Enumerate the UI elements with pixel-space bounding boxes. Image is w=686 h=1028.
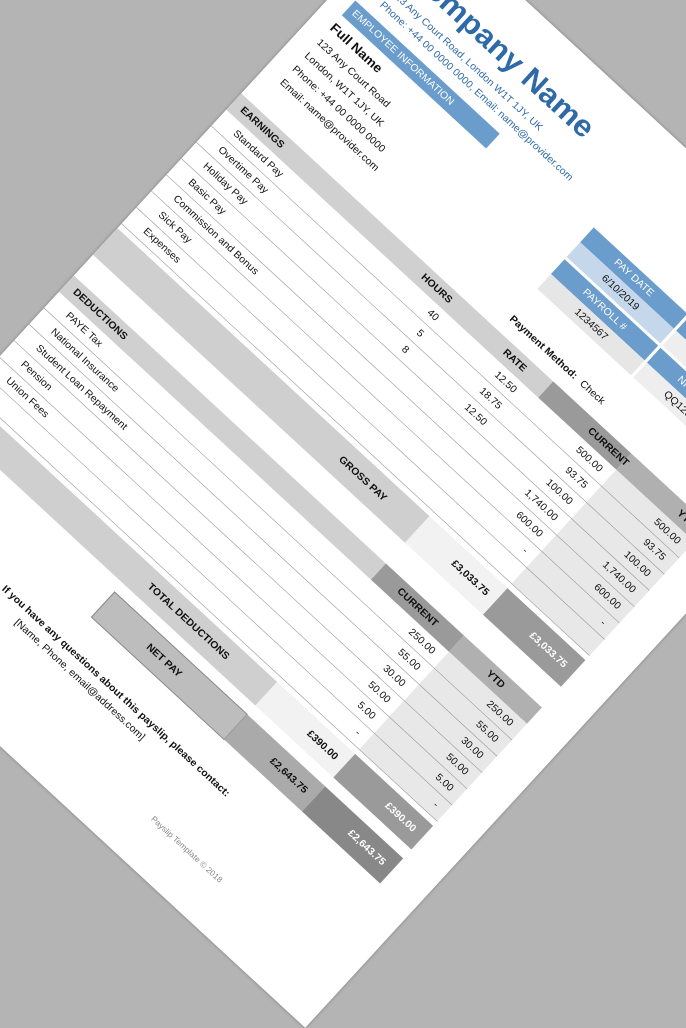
- row-line: [151, 190, 620, 624]
- cell-text: 100.00: [543, 477, 574, 507]
- cell-text: 55.00: [395, 647, 422, 673]
- cell-text: -: [431, 800, 441, 810]
- header-cell: [646, 347, 686, 449]
- cell-text: 600.00: [514, 510, 545, 540]
- cell-text: 93.75: [563, 465, 590, 491]
- cell-text: 50.00: [366, 680, 393, 706]
- cell: [255, 681, 356, 778]
- cell-text: 12.50: [462, 402, 489, 428]
- header-cell: [550, 259, 659, 361]
- row-line: [211, 125, 680, 559]
- cell: [0, 393, 278, 706]
- row-line: [0, 372, 453, 806]
- cell-text: 8: [399, 344, 411, 356]
- value: Check: [577, 379, 607, 408]
- cell: [333, 753, 434, 850]
- cell: [538, 381, 632, 470]
- row-line: [43, 307, 513, 741]
- row-line: [0, 389, 438, 822]
- cell: [482, 588, 586, 687]
- cell-text: -: [353, 728, 363, 738]
- section-bar: [341, 0, 500, 149]
- row-line: [13, 340, 483, 773]
- row-line: [196, 142, 665, 575]
- value-cell: [537, 274, 645, 376]
- cell: [511, 469, 686, 656]
- cell: [448, 635, 542, 724]
- cell-text: -: [598, 618, 608, 628]
- header-cell: [580, 227, 686, 329]
- row-line: [0, 356, 468, 790]
- cell: [404, 516, 508, 615]
- copyright: Payslip Template © 2018: [149, 815, 224, 885]
- row-line: [121, 223, 590, 656]
- row-line: [181, 158, 650, 591]
- row-line: [136, 207, 605, 640]
- cell: [58, 275, 386, 580]
- cell: [302, 786, 404, 884]
- cell: [92, 228, 430, 543]
- cell: [370, 563, 464, 652]
- value-cell: [566, 242, 674, 344]
- cell: [224, 714, 326, 812]
- cell: [226, 93, 554, 398]
- cell-text: YTD: [675, 508, 686, 531]
- cell-text: 5: [414, 328, 426, 340]
- row-line: [28, 324, 498, 757]
- cell-text: 18.75: [477, 386, 504, 412]
- cell-text: 40: [425, 308, 441, 324]
- cell-text: -: [520, 546, 530, 556]
- cell-text: 30.00: [380, 663, 407, 689]
- cell-text: DEDUCTIONS: [70, 287, 129, 343]
- row-line: [166, 174, 635, 608]
- value-cell: [633, 362, 686, 464]
